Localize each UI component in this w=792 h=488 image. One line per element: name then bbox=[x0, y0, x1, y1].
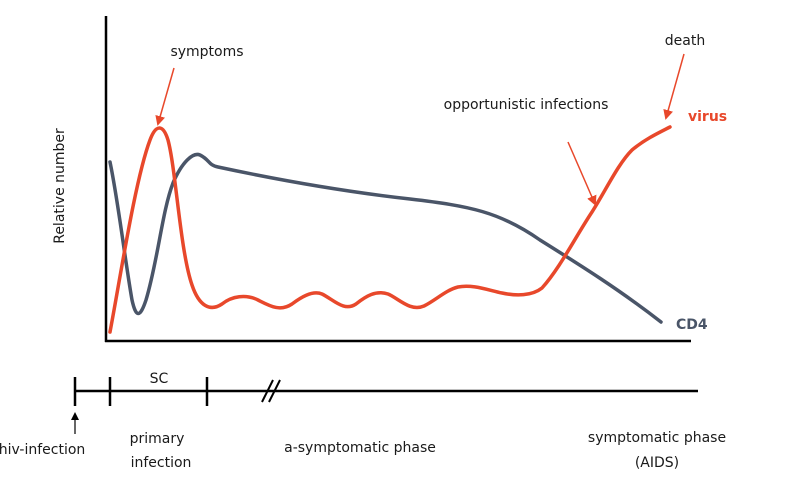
primary-infection-label-line1: primary bbox=[130, 431, 185, 447]
symptomatic-phase-label-line2: (AIDS) bbox=[635, 455, 679, 471]
virus-series-label: virus bbox=[688, 109, 727, 125]
virus-curve bbox=[108, 125, 672, 334]
asymptomatic-phase-label: a-symptomatic phase bbox=[284, 440, 436, 456]
symptoms-arrow bbox=[155, 67, 175, 126]
primary-infection-label-line2: infection bbox=[131, 455, 192, 471]
cd4-curve bbox=[108, 152, 663, 324]
sc-label: SC bbox=[150, 371, 169, 387]
cd4-series-label: CD4 bbox=[676, 317, 708, 333]
y-axis-label: Relative number bbox=[52, 128, 68, 244]
hiv-infection-label: hiv-infection bbox=[0, 442, 85, 458]
timeline-break-icon bbox=[261, 379, 281, 403]
symptoms-label: symptoms bbox=[170, 44, 243, 60]
death-label: death bbox=[665, 33, 705, 49]
opportunistic-infections-label: opportunistic infections bbox=[444, 97, 609, 113]
death-arrow bbox=[663, 53, 685, 120]
opportunistic-arrow bbox=[567, 141, 597, 206]
symptomatic-phase-label-line1: symptomatic phase bbox=[588, 430, 726, 446]
